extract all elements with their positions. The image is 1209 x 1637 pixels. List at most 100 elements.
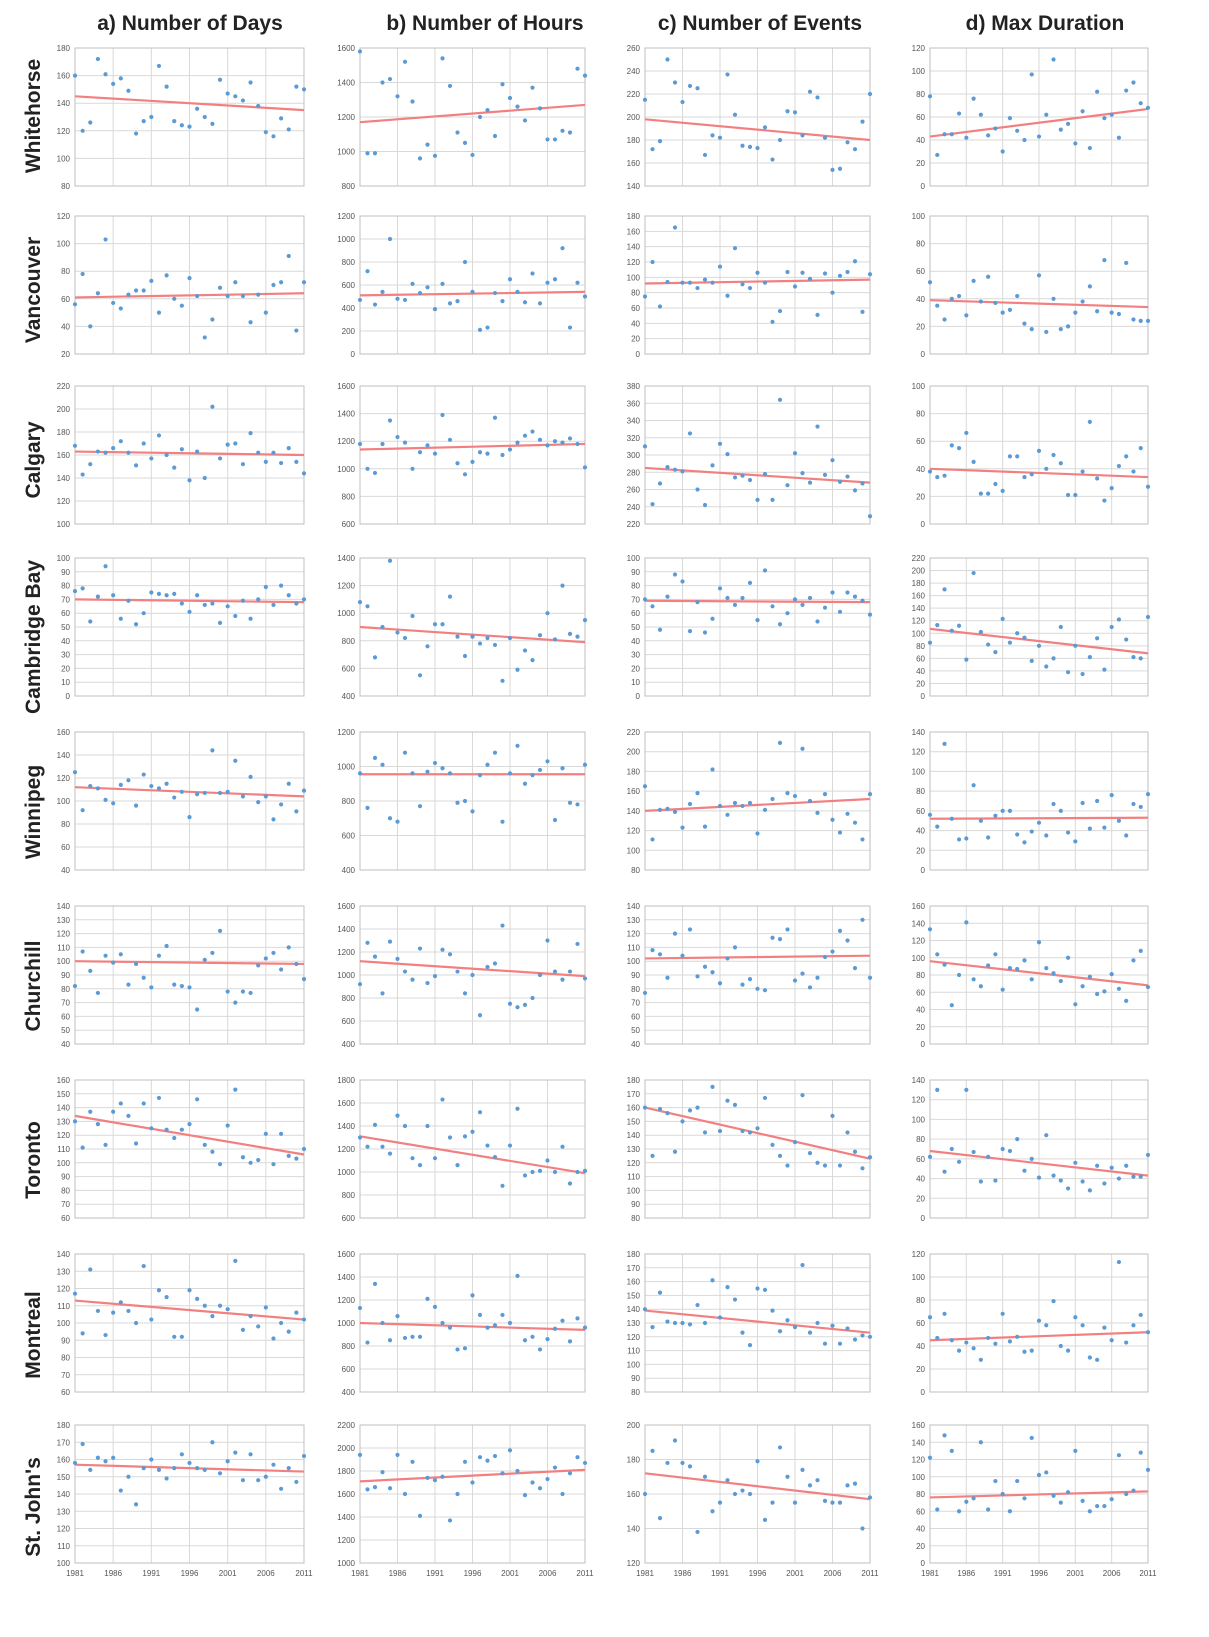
- data-point: [1015, 293, 1020, 299]
- data-point: [792, 1500, 798, 1505]
- y-tick-label: 0: [351, 350, 356, 359]
- data-point: [582, 73, 588, 78]
- data-point: [402, 1335, 408, 1341]
- data-point: [387, 1151, 393, 1156]
- data-point: [1124, 1340, 1129, 1345]
- y-tick-label: 40: [61, 1040, 70, 1049]
- data-point: [492, 1323, 498, 1328]
- y-tick-label: 70: [61, 595, 70, 604]
- data-point: [103, 1142, 108, 1147]
- data-point: [279, 1131, 284, 1136]
- data-point: [210, 1314, 215, 1319]
- data-point: [702, 502, 708, 508]
- data-point: [964, 657, 969, 662]
- data-point: [80, 586, 85, 591]
- data-point: [1058, 1343, 1063, 1349]
- data-point: [395, 1314, 400, 1319]
- data-point: [762, 125, 768, 130]
- y-tick-label: 160: [57, 72, 71, 81]
- data-point: [88, 619, 93, 624]
- data-point: [964, 836, 969, 841]
- y-tick-label: 1400: [337, 925, 355, 934]
- data-point: [785, 483, 790, 488]
- data-point: [710, 1278, 715, 1283]
- y-tick-label: 0: [921, 1214, 926, 1223]
- data-point: [256, 597, 261, 602]
- y-tick-label: 20: [631, 664, 640, 673]
- data-point: [560, 977, 565, 982]
- data-point: [365, 151, 370, 156]
- data-point: [777, 740, 783, 745]
- data-point: [402, 750, 408, 755]
- data-point: [164, 593, 169, 598]
- y-tick-label: 0: [921, 1559, 926, 1568]
- data-point: [240, 98, 246, 103]
- y-tick-label: 1400: [337, 554, 355, 563]
- data-point: [410, 466, 415, 471]
- data-point: [187, 124, 192, 129]
- data-point: [1145, 792, 1151, 797]
- y-tick-label: 120: [627, 1559, 641, 1568]
- y-tick-label: 180: [627, 136, 641, 145]
- data-point: [762, 1095, 768, 1101]
- data-point: [477, 1110, 483, 1115]
- data-point: [792, 110, 798, 115]
- data-point: [867, 975, 873, 980]
- y-tick-label: 0: [921, 520, 926, 529]
- data-point: [935, 152, 940, 158]
- data-point: [462, 1134, 468, 1139]
- trend-line: [359, 960, 586, 978]
- data-point: [507, 1320, 513, 1326]
- data-point: [642, 784, 648, 789]
- data-point: [956, 446, 962, 451]
- data-point: [695, 600, 700, 605]
- data-point: [470, 1129, 475, 1134]
- row-label-churchill: Churchill: [22, 940, 45, 1031]
- plot-frame: [74, 1424, 305, 1564]
- y-tick-label: 1800: [337, 1076, 355, 1085]
- y-tick-label: 0: [636, 350, 641, 359]
- y-tick-label: 280: [627, 468, 641, 477]
- data-point: [263, 459, 268, 464]
- data-point: [665, 1111, 670, 1116]
- y-tick-label: 40: [916, 827, 925, 836]
- data-point: [792, 793, 798, 799]
- y-tick-label: 200: [342, 327, 356, 336]
- y-tick-label: 180: [627, 212, 641, 221]
- data-point: [949, 1003, 954, 1008]
- data-point: [1022, 1349, 1027, 1354]
- data-point: [210, 317, 215, 322]
- data-point: [1065, 1348, 1071, 1353]
- y-tick-label: 20: [916, 492, 925, 501]
- data-point: [1124, 637, 1129, 642]
- data-point: [949, 1448, 954, 1453]
- data-point: [927, 1154, 933, 1159]
- y-tick-label: 100: [627, 554, 641, 563]
- data-point: [1058, 327, 1063, 332]
- data-point: [747, 800, 753, 806]
- data-point: [672, 225, 678, 230]
- data-point: [777, 137, 783, 143]
- plot-frame: [929, 557, 1149, 697]
- data-point: [485, 1143, 490, 1148]
- y-tick-label: 80: [61, 182, 70, 191]
- y-tick-label: 600: [342, 520, 356, 529]
- data-point: [103, 564, 108, 569]
- data-point: [417, 1513, 423, 1518]
- y-tick-label: 1400: [337, 1122, 355, 1131]
- data-point: [179, 447, 184, 452]
- data-point: [642, 597, 648, 602]
- data-point: [717, 1315, 723, 1320]
- data-point: [485, 762, 490, 767]
- data-point: [301, 1317, 307, 1322]
- data-point: [845, 269, 850, 275]
- y-tick-label: 20: [916, 1194, 925, 1203]
- data-point: [286, 446, 291, 451]
- data-point: [956, 1348, 962, 1353]
- data-point: [986, 491, 991, 496]
- data-point: [1087, 1509, 1092, 1514]
